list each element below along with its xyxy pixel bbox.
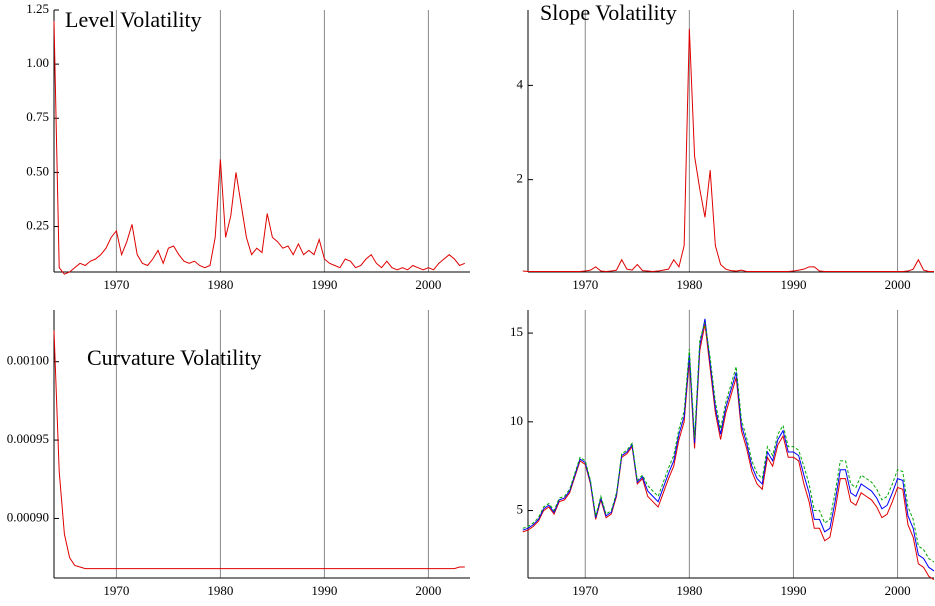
y-tick-label: 5 [517,502,524,517]
x-tick-label: 1990 [780,583,806,598]
panel-title: Curvature Volatility [87,345,262,370]
x-tick-label: 2000 [885,277,911,292]
y-tick-label: 1.25 [26,1,49,16]
x-tick-label: 1990 [311,277,337,292]
y-tick-label: 0.50 [26,163,49,178]
series-line [522,318,935,572]
y-tick-label: 4 [517,76,524,91]
series-line [522,322,935,563]
y-tick-label: 2 [517,171,524,186]
x-tick-label: 1980 [207,583,233,598]
x-tick-label: 1970 [572,277,598,292]
panel-title: Level Volatility [65,7,202,32]
y-tick-label: 1.00 [26,55,49,70]
y-tick-label: 0.00095 [7,431,49,446]
x-tick-label: 2000 [415,583,441,598]
series-line [522,28,934,273]
y-tick-label: 0.75 [26,109,49,124]
y-tick-label: 15 [510,324,523,339]
x-tick-label: 1990 [780,277,806,292]
x-tick-label: 1970 [572,583,598,598]
y-tick-label: 10 [510,413,523,428]
series-line [522,324,935,581]
x-tick-label: 1980 [676,277,702,292]
x-tick-label: 2000 [415,277,441,292]
panel-title: Slope Volatility [540,0,677,25]
x-tick-label: 1980 [207,277,233,292]
x-tick-label: 1980 [676,583,702,598]
y-tick-label: 0.00100 [7,353,49,368]
series-line [53,330,465,570]
x-tick-label: 1990 [311,583,337,598]
series-line [53,20,465,275]
y-tick-label: 0.00090 [7,509,49,524]
x-tick-label: 2000 [885,583,911,598]
x-tick-label: 1970 [103,277,129,292]
y-tick-label: 0.25 [26,218,49,233]
x-tick-label: 1970 [103,583,129,598]
